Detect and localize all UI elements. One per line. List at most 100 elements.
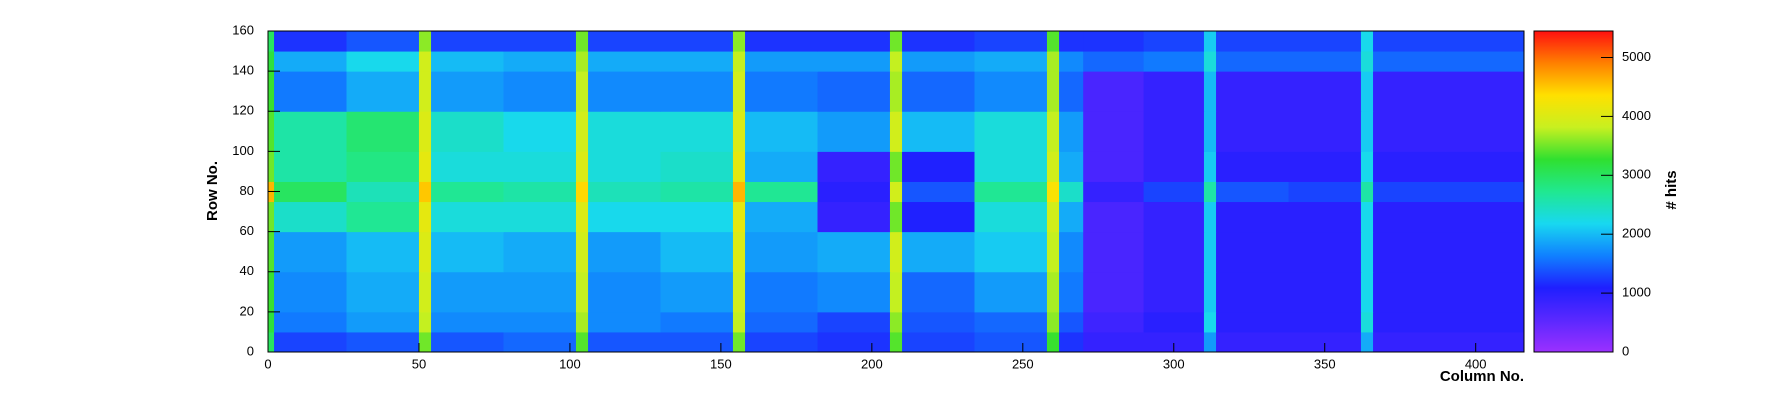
heatmap-cell [588,231,661,273]
heatmap-cell [274,311,347,333]
heatmap-cell [732,151,746,182]
heatmap-cell [1203,331,1217,353]
heatmap-cell [1059,201,1084,233]
heatmap-cell [1046,331,1060,353]
heatmap-cell [588,31,661,52]
heatmap-cell [745,271,818,313]
heatmap-cell [745,311,818,333]
x-tick-label: 350 [1314,356,1336,371]
heatmap-cell [1216,181,1289,203]
heatmap-cell [431,181,504,203]
heatmap-cell [660,71,734,112]
heatmap-cell [974,311,1048,333]
heatmap-cell [1083,151,1145,182]
colorbar-tick-label: 2000 [1622,226,1651,241]
heatmap-cell [1046,31,1060,52]
heatmap-cell [1373,71,1446,112]
heatmap-cell [660,151,734,182]
heatmap-cell [503,51,577,72]
heatmap-cell [575,71,589,112]
heatmap-cell [974,31,1048,52]
heatmap-cell [974,271,1048,313]
heatmap-cell [1373,31,1446,52]
heatmap-cell [1373,201,1446,233]
heatmap-cell [268,51,275,72]
heatmap-cell [1360,111,1374,152]
heatmap-cell [745,111,818,152]
heatmap-cell [418,71,432,112]
heatmap-cell [1216,71,1289,112]
y-axis-title: Row No. [204,161,221,221]
heatmap-cell [418,111,432,152]
heatmap-cell [346,331,420,353]
heatmap-cell [575,51,589,72]
y-tick-label: 40 [240,263,254,278]
heatmap-cell [431,111,504,152]
heatmap-cell [889,151,903,182]
heatmap-cell [1046,51,1060,72]
heatmap-cell [817,181,891,203]
heatmap-cell [588,111,661,152]
heatmap-cell [1203,311,1217,333]
x-tick-label: 50 [412,356,426,371]
heatmap-cell [974,51,1048,72]
y-tick-label: 80 [240,183,254,198]
x-axis-title: Column No. [1440,368,1524,385]
heatmap-cell [1059,181,1084,203]
heatmap-cell [889,271,903,313]
heatmap-cell [1083,331,1145,353]
heatmap-cell [1083,271,1145,313]
y-tick-label: 160 [232,22,254,37]
heatmap-cell [1046,151,1060,182]
heatmap-cell [575,271,589,313]
heatmap-cell [902,331,975,353]
heatmap-cell [745,31,818,52]
heatmap-cell [745,71,818,112]
heatmap-cell [1288,111,1362,152]
heatmap-cell [1059,231,1084,273]
heatmap-cell [974,71,1048,112]
heatmap-cell [1216,331,1289,353]
heatmap-cell [817,271,891,313]
heatmap-cell [431,71,504,112]
heatmap-cell [1046,311,1060,333]
heatmap-cell [732,331,746,353]
heatmap-cell [1360,331,1374,353]
heatmap-cell [268,231,275,273]
heatmap-cell [745,231,818,273]
heatmap-cell [575,181,589,203]
heatmap-cell [431,31,504,52]
heatmap-cell [745,151,818,182]
heatmap-cell [1046,181,1060,203]
x-tick-label: 150 [710,356,732,371]
heatmap-cell [660,271,734,313]
heatmap-cell [1083,311,1145,333]
heatmap-cell [1143,71,1205,112]
heatmap-cell [418,271,432,313]
heatmap-cell [575,151,589,182]
heatmap-cell [1083,51,1145,72]
heatmap-cell [1288,31,1362,52]
heatmap-cell [817,51,891,72]
heatmap-cell [660,181,734,203]
heatmap-cell [889,181,903,203]
heatmap-cell [1373,181,1446,203]
heatmap-cell [1445,331,1525,353]
heatmap-cell [745,181,818,203]
heatmap-cell [732,31,746,52]
heatmap-cell [1203,51,1217,72]
heatmap-cell [1203,181,1217,203]
heatmap-cell [1203,71,1217,112]
heatmap-cell [588,201,661,233]
heatmap-cell [1445,311,1525,333]
heatmap-cell [1445,71,1525,112]
heatmap-cell [274,71,347,112]
heatmap-cell [346,271,420,313]
heatmap-cell [268,71,275,112]
heatmap-cell [1373,111,1446,152]
heatmap-cell [902,311,975,333]
heatmap-cell [346,181,420,203]
heatmap-cell [431,231,504,273]
